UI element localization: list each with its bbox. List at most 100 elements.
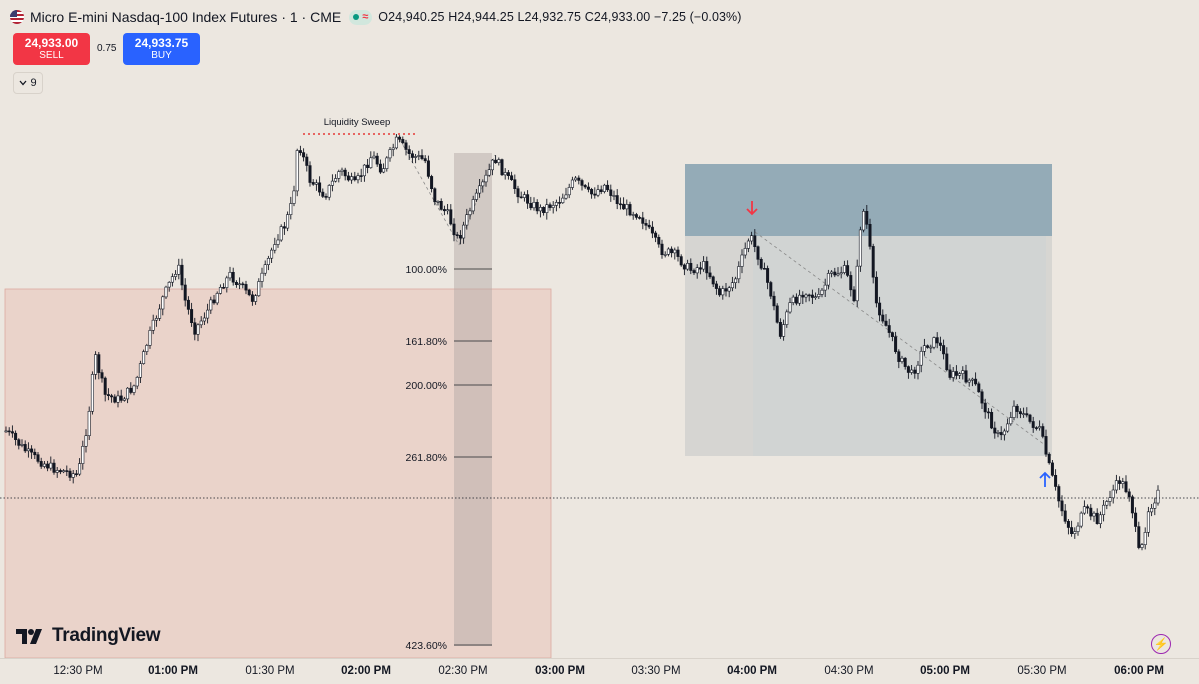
candle-body [65, 470, 69, 472]
candle-body [206, 309, 210, 319]
candle-body [826, 273, 830, 286]
time-label: 12:30 PM [53, 665, 103, 677]
blue-zone-right-band [1046, 236, 1052, 456]
candle-body [183, 284, 187, 301]
candle-body [215, 293, 219, 304]
candle-body [538, 207, 542, 212]
candle-body [638, 217, 642, 219]
candle-body [142, 351, 146, 364]
candle-body [711, 276, 715, 285]
candle-body [305, 156, 309, 166]
candle-body [158, 308, 162, 319]
candle-body [926, 345, 930, 348]
candle-body [484, 174, 488, 183]
candle-body [922, 345, 926, 352]
time-axis[interactable]: 12:30 PM 01:00 PM 01:30 PM 02:00 PM 02:30 PM… [0, 658, 1199, 684]
candle-body [740, 254, 744, 267]
time-label: 05:30 PM [1017, 665, 1067, 677]
candle-body [871, 246, 875, 278]
candle-body [430, 176, 434, 189]
tradingview-logo-icon [16, 629, 42, 644]
candle-body [708, 272, 712, 278]
candle-body [1038, 426, 1042, 429]
candle-body [1092, 512, 1096, 517]
candle-body [852, 289, 856, 302]
candle-body [814, 296, 818, 299]
candle-body [577, 177, 581, 181]
symbol-title[interactable]: Micro E-mini Nasdaq-100 Index Futures · … [30, 9, 342, 25]
candle-body [775, 305, 779, 323]
candle-body [33, 451, 37, 456]
candle-body [542, 207, 546, 214]
candle-body [423, 158, 427, 162]
candle-body [644, 223, 648, 226]
candle-body [1002, 430, 1006, 436]
candle-body [1114, 480, 1118, 491]
fib-level-label: 200.00% [406, 380, 447, 392]
candle-body [615, 195, 619, 204]
candle-body [234, 281, 238, 285]
candle-body [554, 202, 558, 206]
candle-body [583, 185, 587, 188]
candle-body [1054, 474, 1058, 487]
candle-body [961, 370, 965, 374]
candle-body [30, 448, 34, 453]
candle-body [414, 156, 418, 158]
fib-level-label: 100.00% [406, 264, 447, 276]
candle-body [1102, 504, 1106, 516]
candle-body [238, 283, 242, 286]
candle-body [426, 160, 430, 177]
candle-body [682, 264, 686, 270]
candle-body [71, 473, 75, 478]
candle-body [4, 430, 8, 433]
candle-body [769, 282, 773, 297]
candle-body [135, 376, 139, 387]
candle-body [695, 267, 699, 274]
lightning-icon[interactable]: ⚡ [1151, 634, 1171, 654]
candle-body [193, 322, 197, 335]
chart-canvas[interactable]: 100.00% 161.80% 200.00% 261.80% 423.60% Liqu… [0, 0, 1199, 658]
candle-body [794, 296, 798, 304]
candle-body [545, 204, 549, 213]
tradingview-logo[interactable]: TradingView [16, 625, 161, 647]
candle-body [1025, 413, 1029, 416]
candle-body [535, 202, 539, 212]
ohlc-close: C24,933.00 [584, 10, 651, 24]
candle-body [890, 332, 894, 338]
candle-body [516, 188, 520, 198]
candle-body [481, 181, 485, 187]
sell-button[interactable]: 24,933.00 SELL [13, 33, 90, 65]
candle-body [174, 273, 178, 277]
data-delay-icon: ≈ [362, 10, 369, 23]
candle-body [612, 195, 616, 197]
buy-button[interactable]: 24,933.75 BUY [123, 33, 200, 65]
candle-body [1050, 462, 1054, 476]
candle-body [196, 324, 200, 335]
candle-body [410, 153, 414, 158]
candle-body [231, 271, 235, 283]
candle-body [382, 168, 386, 173]
candle-body [1031, 421, 1035, 428]
candle-body [180, 264, 184, 286]
candle-body [874, 276, 878, 304]
candle-body [14, 432, 18, 441]
candle-body [417, 155, 421, 157]
candle-body [980, 391, 984, 404]
market-status-badge[interactable]: ≈ [349, 9, 373, 25]
candle-body [817, 293, 821, 297]
candle-body [286, 214, 290, 229]
candle-body [996, 432, 1000, 434]
candle-body [884, 320, 888, 326]
candle-body [881, 314, 885, 322]
candle-body [785, 311, 789, 325]
candle-body [1140, 544, 1144, 548]
candle-body [606, 184, 610, 191]
candle-body [1057, 486, 1061, 502]
indicators-toggle-button[interactable]: 9 [13, 72, 43, 94]
chevron-down-icon [19, 80, 27, 86]
candle-body [807, 294, 811, 297]
candle-body [772, 295, 776, 307]
candle-body [1018, 411, 1022, 415]
candle-body [154, 318, 158, 321]
